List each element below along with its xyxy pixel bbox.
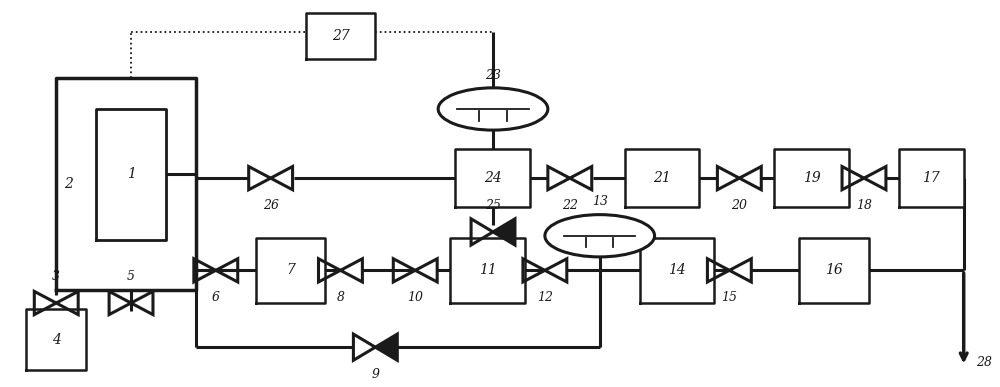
- Text: 20: 20: [731, 199, 747, 212]
- Text: 12: 12: [537, 291, 553, 304]
- FancyBboxPatch shape: [640, 238, 714, 303]
- Text: 10: 10: [407, 291, 423, 304]
- FancyBboxPatch shape: [256, 238, 325, 303]
- Polygon shape: [375, 334, 397, 360]
- Text: 19: 19: [803, 171, 821, 185]
- Text: 25: 25: [485, 199, 501, 212]
- Text: 5: 5: [127, 270, 135, 283]
- Text: 7: 7: [286, 263, 295, 277]
- FancyBboxPatch shape: [96, 109, 166, 240]
- Text: 2: 2: [64, 177, 73, 191]
- FancyBboxPatch shape: [26, 309, 86, 370]
- Polygon shape: [493, 219, 515, 245]
- Text: 23: 23: [485, 68, 501, 82]
- FancyBboxPatch shape: [899, 149, 964, 207]
- Text: 3: 3: [52, 270, 60, 283]
- Text: 24: 24: [484, 171, 501, 185]
- Text: 9: 9: [371, 368, 379, 380]
- FancyBboxPatch shape: [56, 78, 196, 289]
- Text: 13: 13: [592, 195, 608, 209]
- FancyBboxPatch shape: [799, 238, 869, 303]
- Text: 11: 11: [479, 263, 496, 277]
- Circle shape: [438, 88, 548, 130]
- Text: 15: 15: [721, 291, 737, 304]
- Text: 1: 1: [127, 167, 135, 181]
- Text: 6: 6: [212, 291, 220, 304]
- Text: 16: 16: [825, 263, 843, 277]
- FancyBboxPatch shape: [774, 149, 849, 207]
- Text: 17: 17: [922, 171, 940, 185]
- FancyBboxPatch shape: [306, 13, 375, 59]
- Text: 21: 21: [653, 171, 671, 185]
- Text: 18: 18: [856, 199, 872, 212]
- Text: 26: 26: [263, 199, 279, 212]
- FancyBboxPatch shape: [455, 149, 530, 207]
- Circle shape: [545, 215, 655, 257]
- Text: 14: 14: [668, 263, 686, 277]
- FancyBboxPatch shape: [625, 149, 699, 207]
- Text: 22: 22: [562, 199, 578, 212]
- Text: 8: 8: [336, 291, 344, 304]
- FancyBboxPatch shape: [450, 238, 525, 303]
- Text: 28: 28: [976, 356, 992, 369]
- Text: 27: 27: [332, 29, 349, 43]
- Text: 4: 4: [52, 332, 61, 346]
